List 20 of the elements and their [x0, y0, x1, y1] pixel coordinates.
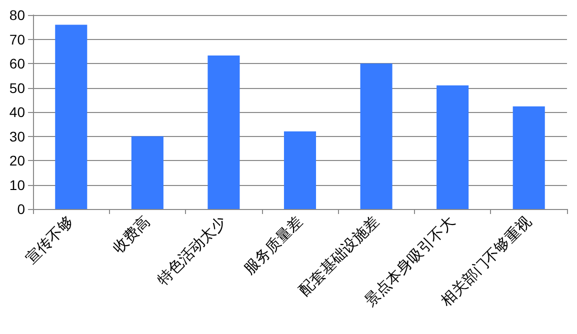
y-tick-label: 20	[9, 152, 26, 168]
y-tick-label: 30	[9, 128, 26, 144]
bar	[512, 106, 545, 209]
x-tick-label: 服务质量差	[240, 212, 306, 278]
bar	[284, 131, 316, 209]
bar	[55, 24, 88, 209]
x-tick-label: 宣传不够	[22, 212, 78, 268]
y-tick-label: 80	[9, 7, 26, 23]
x-tick-label: 特色活动太少	[154, 212, 230, 289]
bar	[208, 56, 240, 209]
y-tick-label: 10	[9, 176, 26, 193]
y-tick-label: 40	[9, 104, 26, 120]
y-tick-label: 70	[9, 31, 26, 48]
bar	[360, 64, 392, 209]
bar	[131, 136, 164, 209]
y-tick-label: 50	[9, 80, 26, 96]
bar	[436, 85, 469, 209]
y-tick-label: 60	[9, 56, 26, 72]
y-tick-label: 0	[17, 201, 26, 217]
x-tick-label: 收费高	[110, 212, 154, 257]
